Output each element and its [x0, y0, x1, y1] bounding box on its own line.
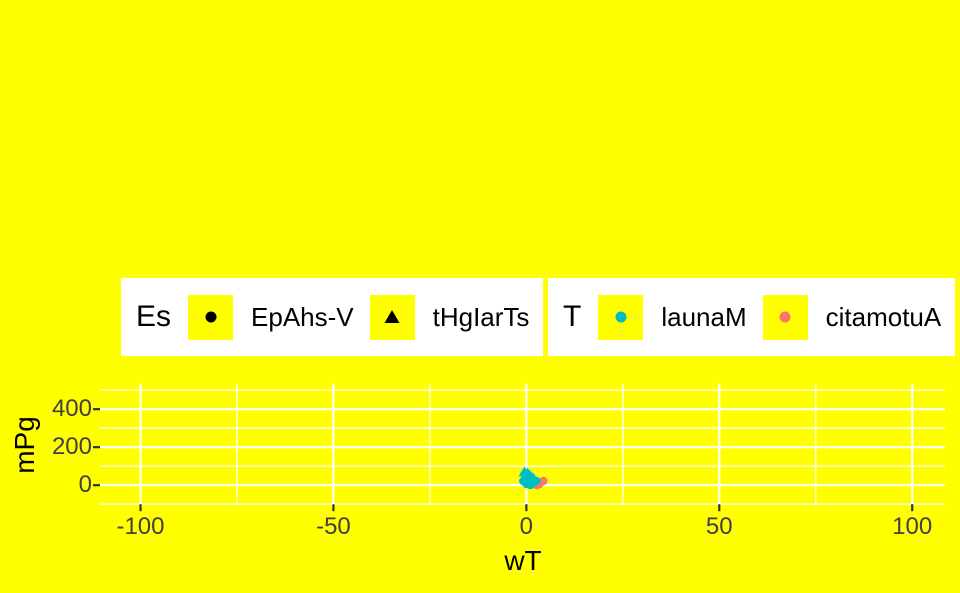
data-point-triangle: [523, 469, 536, 480]
legend-color-title: T: [563, 300, 582, 333]
data-point-triangle: [520, 473, 533, 484]
data-point-triangle: [525, 471, 538, 482]
legend-shape: Es EpAhs-V tHgIarTs: [121, 278, 544, 356]
legend-item: launaM: [598, 294, 762, 340]
data-point-circle: [535, 479, 544, 489]
x-tick-label: 50: [705, 513, 733, 540]
data-point-triangle: [518, 466, 531, 477]
data-point-circle: [526, 480, 535, 490]
legend-item-label: citamotuA: [825, 301, 942, 332]
y-tick-label: 0: [78, 471, 92, 499]
data-point-circle: [522, 479, 531, 489]
triangle-glyph: [384, 310, 400, 323]
data-point-circle: [532, 476, 541, 486]
legend-item-label: EpAhs-V: [251, 301, 354, 332]
legend-key: [598, 294, 644, 340]
circle-glyph: [205, 311, 217, 323]
data-point-triangle: [527, 472, 540, 483]
x-tick-label: 0: [519, 513, 534, 540]
legend-key: [188, 294, 234, 340]
triangle-marker-icon: [384, 310, 400, 323]
legend-item-label: launaM: [661, 301, 747, 332]
x-tick-label: -50: [316, 513, 351, 540]
circle-marker-icon: [615, 311, 627, 323]
data-point-triangle: [521, 467, 534, 478]
legend-key: [762, 294, 808, 340]
legend-item: tHgIarTs: [369, 294, 530, 340]
legend-item: citamotuA: [762, 294, 942, 340]
data-point-circle: [539, 476, 548, 486]
x-tick-label: -100: [116, 513, 165, 540]
circle-glyph: [615, 311, 627, 323]
data-point-triangle: [519, 470, 532, 481]
circle-marker-icon: [205, 311, 217, 323]
legend-item-label: tHgIarTs: [432, 301, 530, 332]
data-point-circle: [524, 477, 533, 487]
circle-glyph: [779, 311, 791, 323]
data-point-circle: [519, 476, 528, 486]
legend-key: [369, 294, 415, 340]
x-axis-title: wT: [504, 545, 542, 576]
y-axis-title: mPg: [9, 416, 40, 474]
circle-marker-icon: [779, 311, 791, 323]
x-tick-label: 100: [892, 513, 933, 540]
legend-color: T launaM citamotuA: [548, 278, 956, 356]
legend-item: EpAhs-V: [188, 294, 370, 340]
legend-shape-title: Es: [136, 300, 172, 333]
y-tick-label: 200: [51, 433, 92, 461]
data-point-circle: [528, 478, 537, 488]
data-point-circle: [532, 480, 541, 490]
y-tick-label: 400: [51, 395, 92, 423]
